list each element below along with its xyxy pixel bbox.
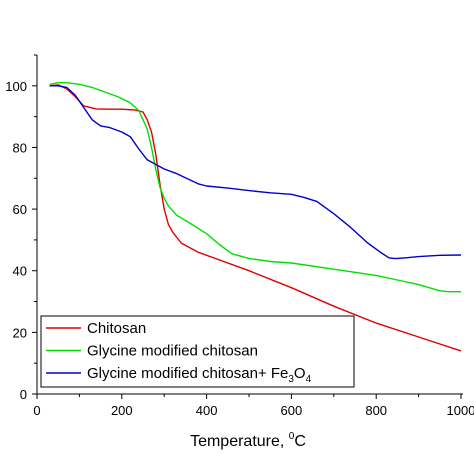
y-tick-label: 60 [13,202,27,217]
x-axis-title-unit: C [294,433,306,450]
series-line-3 [49,85,462,260]
x-tick-label: 800 [365,403,387,418]
y-tick-label: 40 [13,264,27,279]
y-tick-label: 0 [20,387,27,402]
legend-label-1: Chitosan [87,320,146,337]
series-line-2 [49,81,461,293]
x-axis-title-main: Temperature, [190,433,289,450]
x-axis-title-superscript: 0 [289,431,295,442]
series-line-1 [49,84,462,352]
legend: Chitosan Glycine modified chitosan Glycine… [40,315,355,388]
x-axis: 0 200 400 600 800 1000 [33,393,474,418]
legend-label-2: Glycine modified chitosan [87,343,258,360]
y-axis: 0 20 40 60 80 100 [5,54,38,402]
y-tick-label: 100 [5,79,27,94]
y-tick-label: 80 [13,140,27,155]
plot-area [49,81,462,352]
x-tick-label: 0 [33,403,40,418]
y-tick-label: 20 [13,325,27,340]
legend-box [40,315,355,388]
x-tick-label: 1000 [447,403,474,418]
x-tick-label: 200 [111,403,133,418]
legend-label-3: Glycine modified chitosan+ Fe3O4 [87,365,312,385]
x-axis-title: Temperature, 0C [190,431,306,450]
x-tick-label: 600 [281,403,303,418]
x-tick-label: 400 [196,403,218,418]
